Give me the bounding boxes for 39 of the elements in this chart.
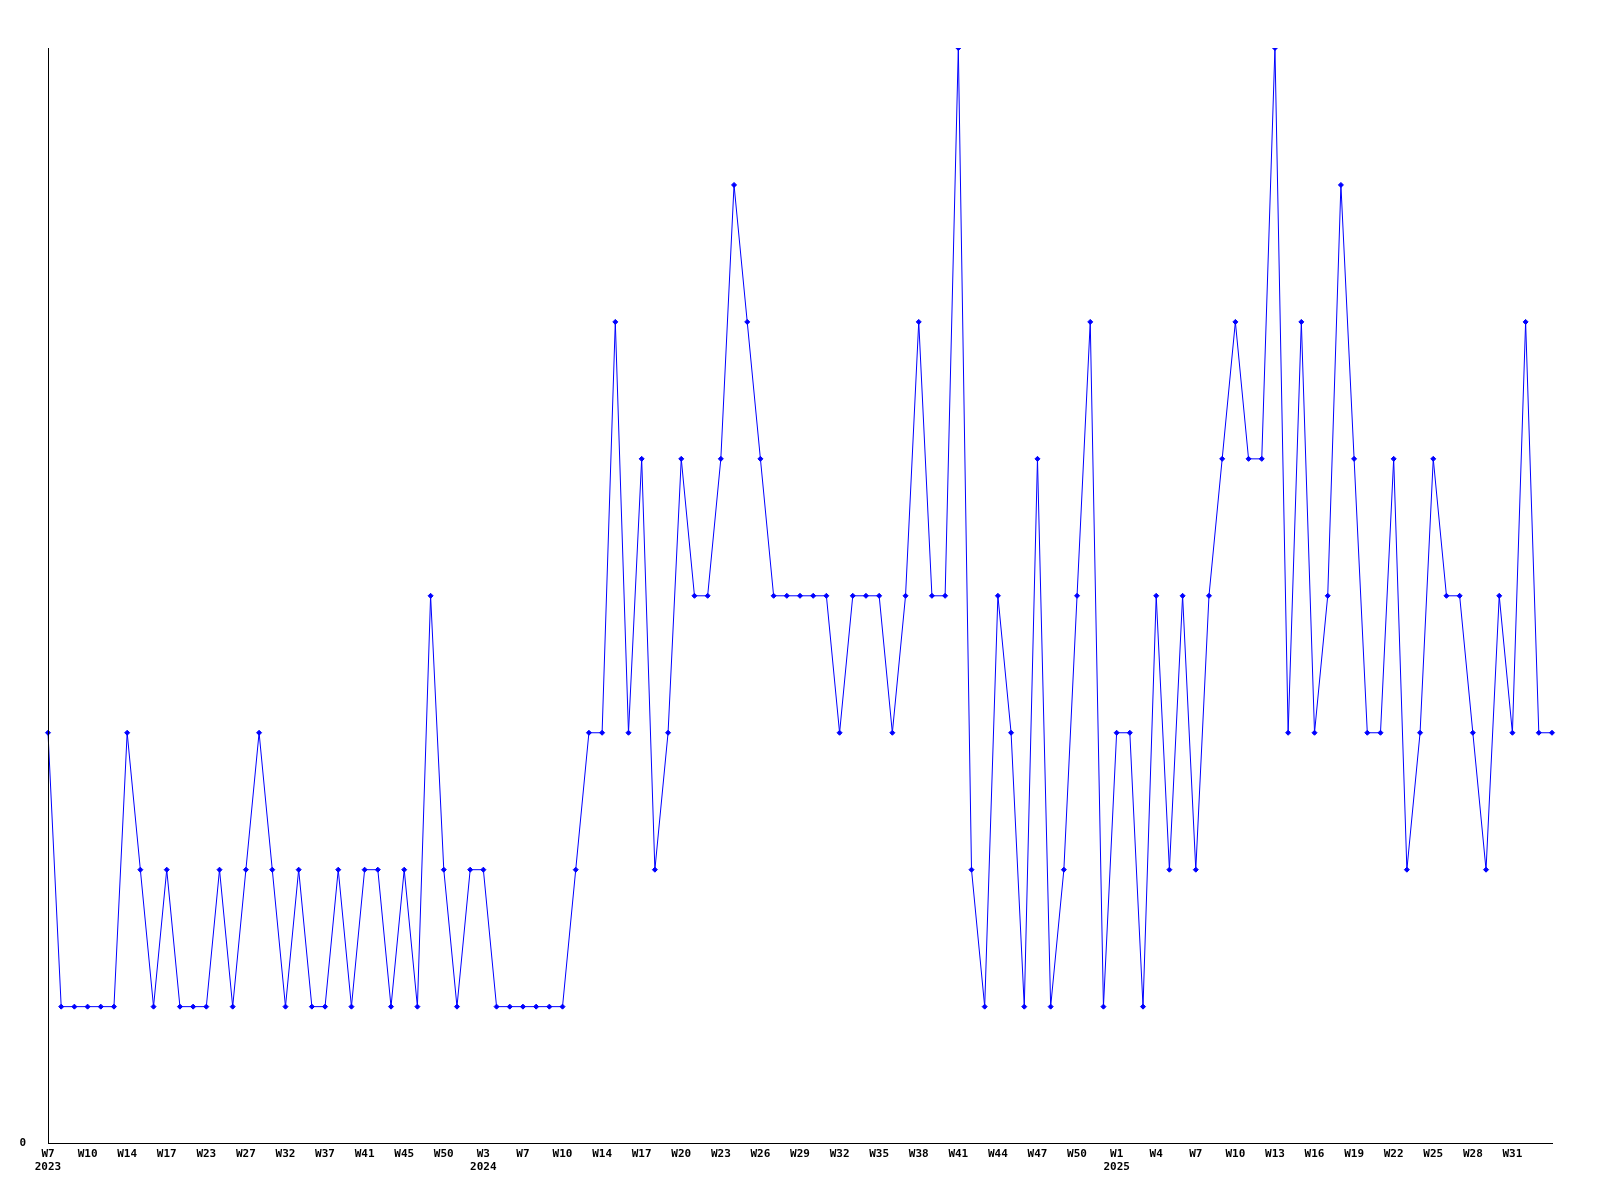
text: 0: [19, 1136, 26, 1150]
x-tick-label: W38: [908, 1147, 929, 1161]
x-tick-label: W17: [156, 1147, 177, 1161]
x-tick-label: W32: [275, 1147, 296, 1161]
x-tick-label: W7 2023: [34, 1147, 62, 1174]
x-tick-label: W41: [948, 1147, 969, 1161]
x-tick-label: W10: [77, 1147, 98, 1161]
x-tick-label: W4: [1149, 1147, 1164, 1161]
x-tick-label: W19: [1344, 1147, 1365, 1161]
x-tick-label: W44: [987, 1147, 1009, 1161]
x-tick-label: W28: [1462, 1147, 1483, 1161]
x-tick-label: W47: [1027, 1147, 1048, 1161]
x-tick-label: W7: [1189, 1147, 1203, 1161]
x-tick-label: W50: [1067, 1147, 1087, 1161]
x-tick-label: W32: [829, 1147, 850, 1161]
x-tick-label: W37: [315, 1147, 335, 1161]
x-tick-label: W10: [552, 1147, 573, 1161]
x-tick-label: W20: [671, 1147, 692, 1161]
x-tick-label: W16: [1304, 1147, 1325, 1161]
x-tick-label: W25: [1423, 1147, 1444, 1161]
x-tick-label: W22: [1383, 1147, 1404, 1161]
x-tick-label: W27: [235, 1147, 256, 1161]
x-tick-label: W3 2024: [470, 1147, 497, 1174]
x-tick-label: W26: [750, 1147, 771, 1161]
x-tick-label: W14: [117, 1147, 138, 1161]
x-tick-label: W10: [1225, 1147, 1246, 1161]
x-tick-label: W29: [790, 1147, 810, 1161]
x-tick-label: W23: [710, 1147, 731, 1161]
x-tick-label: W41: [354, 1147, 375, 1161]
x-tick-label: W50: [433, 1147, 454, 1161]
x-tick-label: W1 2025: [1103, 1147, 1130, 1174]
x-tick-label: W7: [516, 1147, 530, 1161]
x-tick-label: W35: [869, 1147, 890, 1161]
x-tick-label: W45: [394, 1147, 415, 1161]
x-tick-label: W17: [631, 1147, 652, 1161]
x-tick-label: W13: [1265, 1147, 1285, 1161]
x-tick-label: W14: [592, 1147, 613, 1161]
x-tick-label: W31: [1502, 1147, 1523, 1161]
x-tick-label: W23: [196, 1147, 217, 1161]
